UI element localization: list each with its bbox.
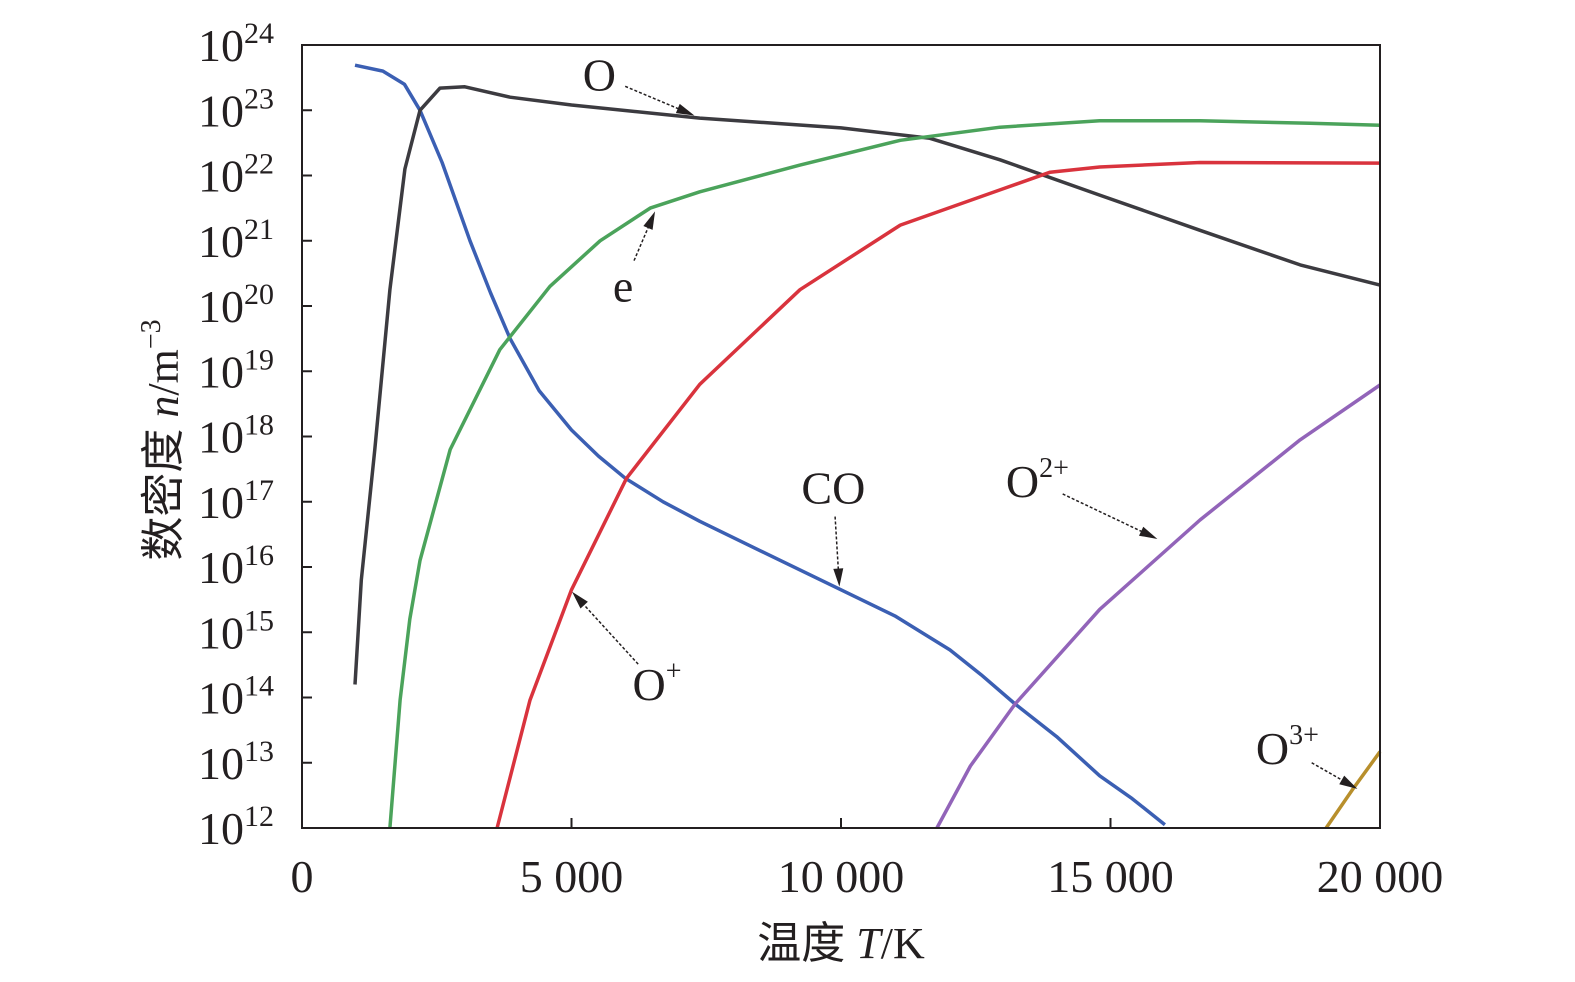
- annotation-text: O: [633, 659, 666, 710]
- annotation-O2-plus: O2+: [1006, 453, 1158, 539]
- annotation-CO: CO: [801, 463, 865, 587]
- x-axis-label: 温度 T/K: [757, 919, 925, 968]
- annotation-O: O: [583, 49, 695, 116]
- y-tick-label: 1015: [198, 604, 274, 658]
- annotation-e: e: [613, 211, 656, 311]
- y-tick-exponent: 20: [244, 278, 274, 311]
- y-tick-label: 1022: [198, 148, 274, 202]
- y-tick-base: 10: [198, 20, 244, 71]
- annotation-arrow-line: [624, 85, 684, 112]
- annotation-text: O: [1256, 723, 1289, 774]
- y-tick-base: 10: [198, 216, 244, 267]
- y-tick-exponent: 16: [244, 539, 274, 572]
- y-tick-exponent: 18: [244, 409, 274, 442]
- annotation-label: O+: [633, 656, 682, 710]
- y-tick-base: 10: [198, 281, 244, 332]
- y-tick-exponent: 19: [244, 343, 274, 376]
- annotation-O3-plus: O3+: [1256, 720, 1358, 789]
- y-tick-base: 10: [198, 477, 244, 528]
- annotation-label: O: [583, 49, 616, 100]
- y-tick-label: 1020: [198, 278, 274, 332]
- series-line-e: [388, 118, 1381, 829]
- x-tick-label: 5 000: [520, 851, 624, 902]
- annotation-label: O2+: [1006, 453, 1069, 507]
- x-tick-label: 10 000: [778, 851, 905, 902]
- y-tick-label: 1012: [198, 800, 274, 854]
- annotation-O-plus: O+: [572, 591, 682, 710]
- y-tick-exponent: 23: [244, 82, 274, 115]
- y-tick-label: 1017: [198, 474, 274, 528]
- y-tick-base: 10: [198, 542, 244, 593]
- annotation-superscript: 2+: [1039, 453, 1069, 484]
- y-tick-exponent: 12: [244, 800, 274, 833]
- y-tick-base: 10: [198, 673, 244, 724]
- annotation-arrow-line: [1311, 762, 1348, 784]
- series-line-O-plus: [495, 160, 1381, 829]
- annotation-arrow-line: [834, 516, 840, 575]
- x-tick-label: 15 000: [1047, 851, 1174, 902]
- annotation-text: O: [1006, 456, 1039, 507]
- annotation-arrowhead: [675, 103, 695, 116]
- annotation-label: e: [613, 260, 633, 311]
- annotation-text: CO: [801, 463, 865, 514]
- y-tick-exponent: 17: [244, 474, 274, 507]
- series-layer: [353, 63, 1382, 829]
- annotation-superscript: +: [666, 656, 682, 687]
- y-tick-exponent: 22: [244, 148, 274, 181]
- annotation-arrowhead: [643, 211, 656, 230]
- series-line-CO: [354, 63, 1166, 827]
- series-line-O: [353, 85, 1381, 685]
- y-tick-base: 10: [198, 738, 244, 789]
- annotation-superscript: 3+: [1289, 720, 1319, 751]
- annotation-label: O3+: [1256, 720, 1319, 774]
- y-tick-base: 10: [198, 412, 244, 463]
- y-tick-label: 1023: [198, 82, 274, 136]
- annotation-arrow-line: [633, 222, 652, 261]
- annotation-arrow-line: [1062, 493, 1147, 535]
- y-tick-exponent: 14: [244, 670, 274, 703]
- annotation-arrow-line: [579, 600, 639, 665]
- y-tick-base: 10: [198, 607, 244, 658]
- y-tick-base: 10: [198, 151, 244, 202]
- y-tick-base: 10: [198, 346, 244, 397]
- annotation-label: CO: [801, 463, 865, 514]
- series-line-O2-plus: [935, 383, 1381, 829]
- y-tick-label: 1018: [198, 409, 274, 463]
- x-tick-label: 0: [291, 851, 314, 902]
- annotation-arrowhead: [1339, 775, 1358, 789]
- annotation-arrowhead: [572, 591, 588, 609]
- y-tick-label: 1014: [198, 670, 274, 724]
- y-tick-label: 1024: [198, 17, 274, 71]
- annotation-text: O: [583, 49, 616, 100]
- y-tick-exponent: 24: [244, 17, 274, 50]
- y-tick-label: 1019: [198, 343, 274, 397]
- annotation-arrowhead: [1138, 526, 1158, 539]
- annotation-text: e: [613, 260, 633, 311]
- x-tick-label: 20 000: [1317, 851, 1444, 902]
- y-tick-base: 10: [198, 85, 244, 136]
- y-axis-label: 数密度 n/m−3: [136, 319, 188, 560]
- y-tick-exponent: 15: [244, 604, 274, 637]
- y-tick-base: 10: [198, 803, 244, 854]
- series-line-O3-plus: [1324, 750, 1382, 829]
- annotation-arrowhead: [833, 568, 844, 587]
- y-tick-label: 1021: [198, 213, 274, 267]
- y-tick-exponent: 21: [244, 213, 274, 246]
- y-tick-label: 1013: [198, 735, 274, 789]
- y-tick-label: 1016: [198, 539, 274, 593]
- y-tick-exponent: 13: [244, 735, 274, 768]
